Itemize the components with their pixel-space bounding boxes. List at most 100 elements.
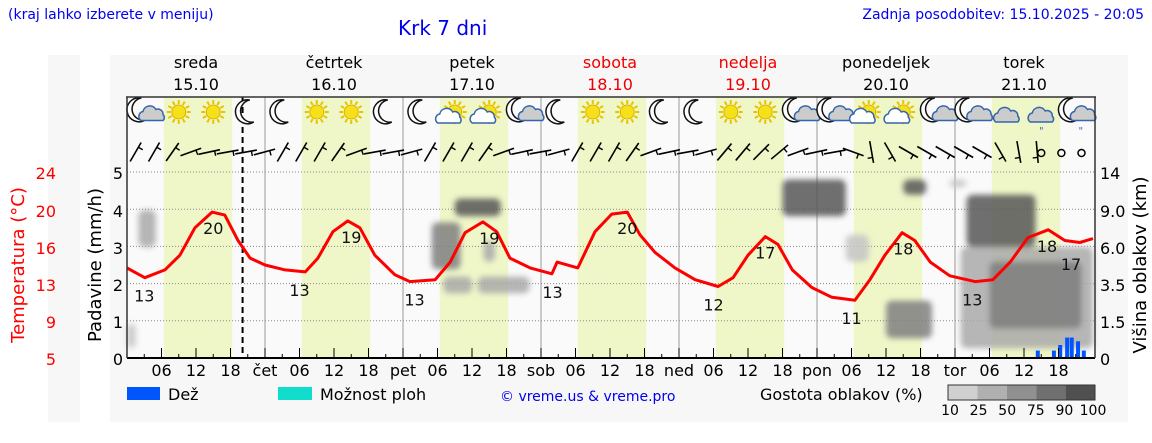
sun-ray <box>206 101 211 106</box>
wind-barb-icon <box>235 149 257 157</box>
wind-barb-feather <box>545 150 548 157</box>
wind-barb-shaft <box>295 142 308 162</box>
wind-barb-shaft <box>994 142 1007 162</box>
sun-cloud-icon <box>848 100 881 124</box>
day-name: torek <box>1003 53 1045 72</box>
sun-ray <box>633 105 639 109</box>
x-day-label: ned <box>664 361 694 380</box>
wind-barb-feather <box>508 149 512 156</box>
wind-barb-feather <box>998 156 1004 160</box>
moon-icon <box>234 99 255 125</box>
x-tick-label: 06 <box>427 361 447 380</box>
wind-barb-icon <box>695 148 717 156</box>
moon-crescent <box>407 99 427 125</box>
precip-tick-label: 2 <box>113 276 123 295</box>
wind-barb-icon <box>382 149 405 157</box>
rain-bar <box>1065 337 1070 358</box>
wind-barb-icon <box>511 148 533 156</box>
wind-barb-feather <box>156 146 162 151</box>
sun-icon <box>166 100 191 124</box>
wind-barb-icon <box>805 148 828 156</box>
wind-barb-icon <box>716 143 733 161</box>
wind-barb-icon <box>313 142 328 162</box>
density-level-label: 10 <box>941 403 959 419</box>
cloud-blob <box>966 194 1036 247</box>
sun-ray <box>305 105 311 109</box>
density-swatch <box>948 385 978 400</box>
wind-barb-icon <box>916 145 937 160</box>
wind-barb-shaft <box>676 149 699 155</box>
sun-ray <box>461 115 466 119</box>
location-hint-link[interactable]: (kraj lahko izberete v meniju) <box>8 7 214 23</box>
sun-ray <box>616 115 621 119</box>
cloud-blob <box>483 240 495 262</box>
sun-ray <box>344 101 349 106</box>
temperature-label-min: 13 <box>289 281 309 300</box>
cloud-shape <box>966 105 994 122</box>
wind-barb-icon <box>842 147 864 159</box>
sun-ray <box>733 118 738 123</box>
wind-barb-icon <box>640 147 662 157</box>
sun-ray <box>758 101 763 106</box>
sun-ray <box>185 115 190 119</box>
wind-barb-feather <box>579 146 585 151</box>
wind-barb-icon <box>823 149 846 157</box>
cloud-blob <box>845 234 869 262</box>
wind-barb-icon <box>994 142 1007 162</box>
moon-cloud-icon <box>126 97 166 123</box>
sun-icon <box>615 100 640 124</box>
wind-barb-feather <box>856 153 860 159</box>
sun-ray <box>219 115 225 119</box>
wind-barb-feather <box>764 147 770 153</box>
wind-barb-icon <box>735 143 751 161</box>
daylight-band <box>163 97 233 358</box>
wind-barb-shaft <box>198 148 221 156</box>
sun-ray <box>595 118 600 123</box>
cloud-blob <box>477 276 530 294</box>
temperature-label-max: 18 <box>893 240 913 259</box>
wind-barb-shaft <box>235 149 257 155</box>
sun-ray <box>581 115 587 119</box>
temperature-label-max: 20 <box>203 219 223 238</box>
wind-barb-feather <box>983 154 988 160</box>
wind-barb-feather <box>416 150 419 156</box>
sun-ray <box>354 118 359 123</box>
x-tick-label: 12 <box>1014 361 1034 380</box>
wind-barb-feather <box>269 150 272 156</box>
sun-ray <box>616 105 621 109</box>
wind-barb-icon <box>423 142 438 162</box>
temperature-label-max: 18 <box>1037 237 1057 256</box>
copyright-link[interactable]: © vreme.us & vreme.pro <box>500 389 675 405</box>
wind-barb-icon <box>589 142 604 162</box>
sun-ray <box>357 105 363 109</box>
moon-crescent <box>234 99 255 125</box>
density-level-label: 50 <box>998 403 1016 419</box>
day-date: 17.10 <box>449 75 495 94</box>
wind-barb-icon <box>607 142 622 162</box>
sun-icon <box>580 100 605 124</box>
wind-barb-icon <box>972 145 992 160</box>
moon-crescent <box>372 99 393 125</box>
moon-icon <box>372 99 393 125</box>
wind-barb-shaft <box>842 147 864 157</box>
wind-barb-feather <box>175 146 181 151</box>
x-tick-label: 18 <box>220 361 240 380</box>
legend-showers-swatch <box>278 387 312 400</box>
wind-barb-feather <box>285 146 291 151</box>
wind-barb-icon <box>253 148 276 156</box>
wind-barb-shaft <box>442 142 455 162</box>
moon-crescent <box>269 99 289 125</box>
wind-barb-feather <box>965 154 969 160</box>
wind-barb-shaft <box>695 148 717 156</box>
wind-barb-icon <box>129 142 144 162</box>
sun-ray <box>323 105 328 109</box>
sun-ray <box>171 118 176 123</box>
sun-ray <box>309 101 314 106</box>
density-level-label: 90 <box>1055 403 1073 419</box>
cloud-shape <box>434 107 462 124</box>
cloud-blob <box>454 198 501 217</box>
wind-barb-shaft <box>547 148 570 156</box>
wind-barb-shaft <box>478 142 493 162</box>
legend-showers-label: Možnost ploh <box>320 385 426 404</box>
